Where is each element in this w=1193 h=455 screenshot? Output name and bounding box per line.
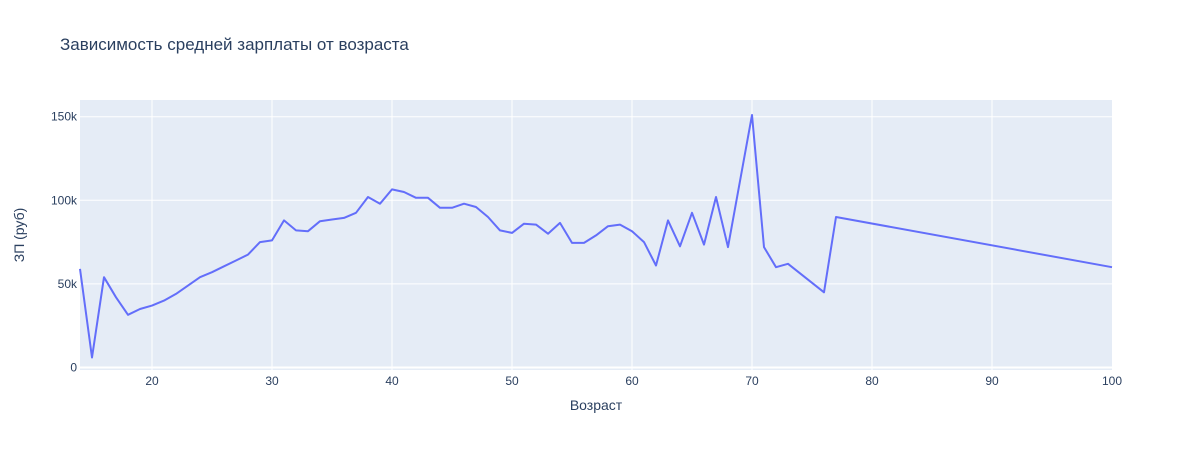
x-tick-label: 20 — [145, 374, 159, 388]
x-tick-label: 80 — [865, 374, 879, 388]
x-axis-title: Возраст — [570, 397, 623, 413]
y-tick-label: 0 — [70, 360, 77, 374]
y-axis-title: ЗП (руб) — [11, 208, 27, 263]
x-tick-labels: 20 30 40 50 60 70 80 90 100 — [145, 374, 1122, 388]
x-tick-label: 100 — [1102, 374, 1122, 388]
x-tick-label: 90 — [985, 374, 999, 388]
y-gridlines — [80, 116, 1112, 369]
x-tick-label: 40 — [385, 374, 399, 388]
y-tick-label: 50k — [58, 277, 78, 291]
x-tick-label: 70 — [745, 374, 759, 388]
y-tick-labels: 0 50k 100k 150k — [51, 110, 78, 375]
x-tick-label: 60 — [625, 374, 639, 388]
salary-series-line[interactable] — [79, 114, 1113, 359]
x-gridlines — [151, 100, 993, 370]
x-tick-label: 30 — [265, 374, 279, 388]
y-tick-label: 150k — [51, 110, 78, 124]
chart-title: Зависимость средней зарплаты от возраста — [60, 35, 409, 54]
x-tick-label: 50 — [505, 374, 519, 388]
y-tick-label: 100k — [51, 193, 78, 207]
